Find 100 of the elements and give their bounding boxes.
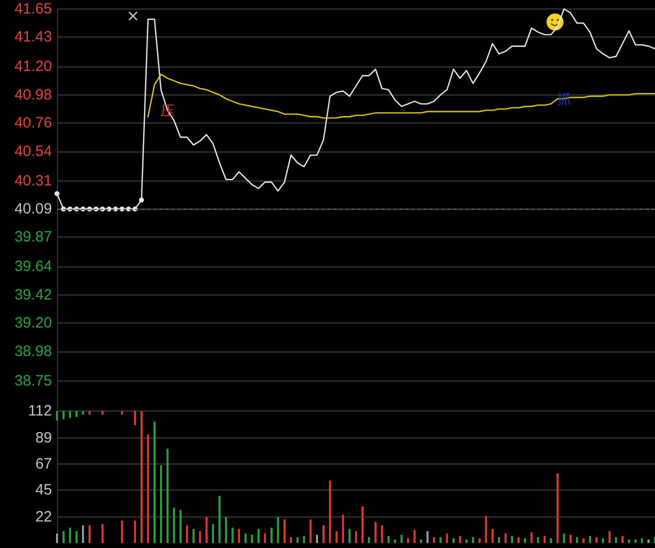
bar — [290, 537, 292, 543]
bar — [206, 517, 208, 543]
bar — [166, 448, 168, 543]
bar — [478, 538, 480, 543]
y-tick-label: 39.87 — [14, 228, 52, 246]
bar — [426, 531, 428, 543]
bar — [420, 539, 422, 543]
bar — [88, 525, 90, 543]
bar — [121, 411, 123, 415]
bar — [76, 411, 78, 417]
bar — [530, 532, 532, 543]
bar — [180, 510, 182, 543]
bar — [244, 534, 246, 543]
y-tick-label: 39.20 — [14, 314, 52, 332]
y-tick-label: 40.31 — [14, 172, 52, 190]
bar — [56, 534, 58, 543]
y-tick-label: 40.54 — [14, 142, 52, 160]
point — [139, 198, 144, 203]
bar — [472, 537, 474, 543]
bar — [62, 531, 64, 543]
bar — [238, 528, 240, 543]
bar — [466, 539, 468, 543]
bar — [277, 517, 279, 543]
bar — [615, 537, 617, 543]
bar — [69, 528, 71, 543]
bar — [388, 536, 390, 543]
bar — [622, 536, 624, 543]
bar — [433, 537, 435, 543]
y-tick-label: 38.75 — [14, 372, 52, 390]
bar — [199, 531, 201, 543]
bar — [62, 411, 64, 420]
y-tick-label: 45 — [35, 481, 52, 498]
bar — [648, 539, 650, 543]
y-tick-label: 38.98 — [14, 342, 52, 360]
y-tick-label: 112 — [28, 402, 52, 420]
y-tick-label: 39.64 — [14, 258, 52, 276]
bar — [102, 524, 104, 543]
bar — [186, 525, 188, 543]
bar — [154, 422, 156, 543]
bar — [355, 531, 357, 543]
bar — [82, 411, 84, 415]
bar — [570, 534, 572, 543]
bar — [504, 534, 506, 543]
bar — [232, 528, 234, 543]
bar — [316, 534, 318, 543]
bar — [322, 525, 324, 543]
bar — [414, 530, 416, 543]
bar — [296, 537, 298, 543]
bar — [485, 516, 487, 543]
bar — [82, 525, 84, 543]
bar — [582, 538, 584, 543]
y-tick-label: 40.98 — [14, 86, 52, 104]
y-tick-label: 41.65 — [14, 0, 52, 18]
bar — [628, 539, 630, 543]
bar — [270, 528, 272, 543]
bar — [400, 534, 402, 543]
y-tick-label: 89 — [35, 430, 52, 447]
bar — [69, 411, 71, 418]
bar — [225, 517, 227, 543]
line-series — [147, 74, 655, 119]
bar — [140, 411, 142, 543]
bar — [160, 465, 162, 543]
y-tick-label: 41.20 — [14, 58, 52, 76]
bar — [147, 434, 149, 543]
bar — [446, 534, 448, 543]
bar — [192, 528, 194, 543]
bar — [212, 524, 214, 543]
bar — [602, 538, 604, 543]
y-tick-label: 41.43 — [14, 28, 52, 46]
bar — [218, 496, 220, 543]
bar — [342, 514, 344, 543]
bar — [362, 506, 364, 543]
point — [54, 191, 60, 196]
bar — [56, 411, 58, 420]
bar — [102, 411, 104, 415]
bar — [440, 537, 442, 543]
bar — [329, 480, 331, 543]
bar — [284, 519, 286, 543]
y-tick-label: 22 — [35, 508, 52, 526]
bar — [550, 538, 552, 543]
bar — [544, 536, 546, 543]
bar — [173, 508, 175, 543]
bar — [589, 536, 591, 543]
bar — [258, 528, 260, 543]
bar — [303, 536, 305, 543]
bar — [134, 411, 136, 426]
bar — [264, 534, 266, 543]
bar — [374, 522, 376, 543]
bar — [310, 519, 312, 543]
y-tick-label: 39.42 — [14, 286, 52, 304]
bar — [492, 528, 494, 543]
bar — [452, 538, 454, 543]
bar — [88, 411, 90, 415]
bar — [407, 538, 409, 543]
bar — [121, 520, 123, 543]
bar — [511, 536, 513, 543]
bar — [556, 473, 558, 543]
bar — [563, 534, 565, 543]
bar — [524, 538, 526, 543]
bar — [596, 537, 598, 543]
